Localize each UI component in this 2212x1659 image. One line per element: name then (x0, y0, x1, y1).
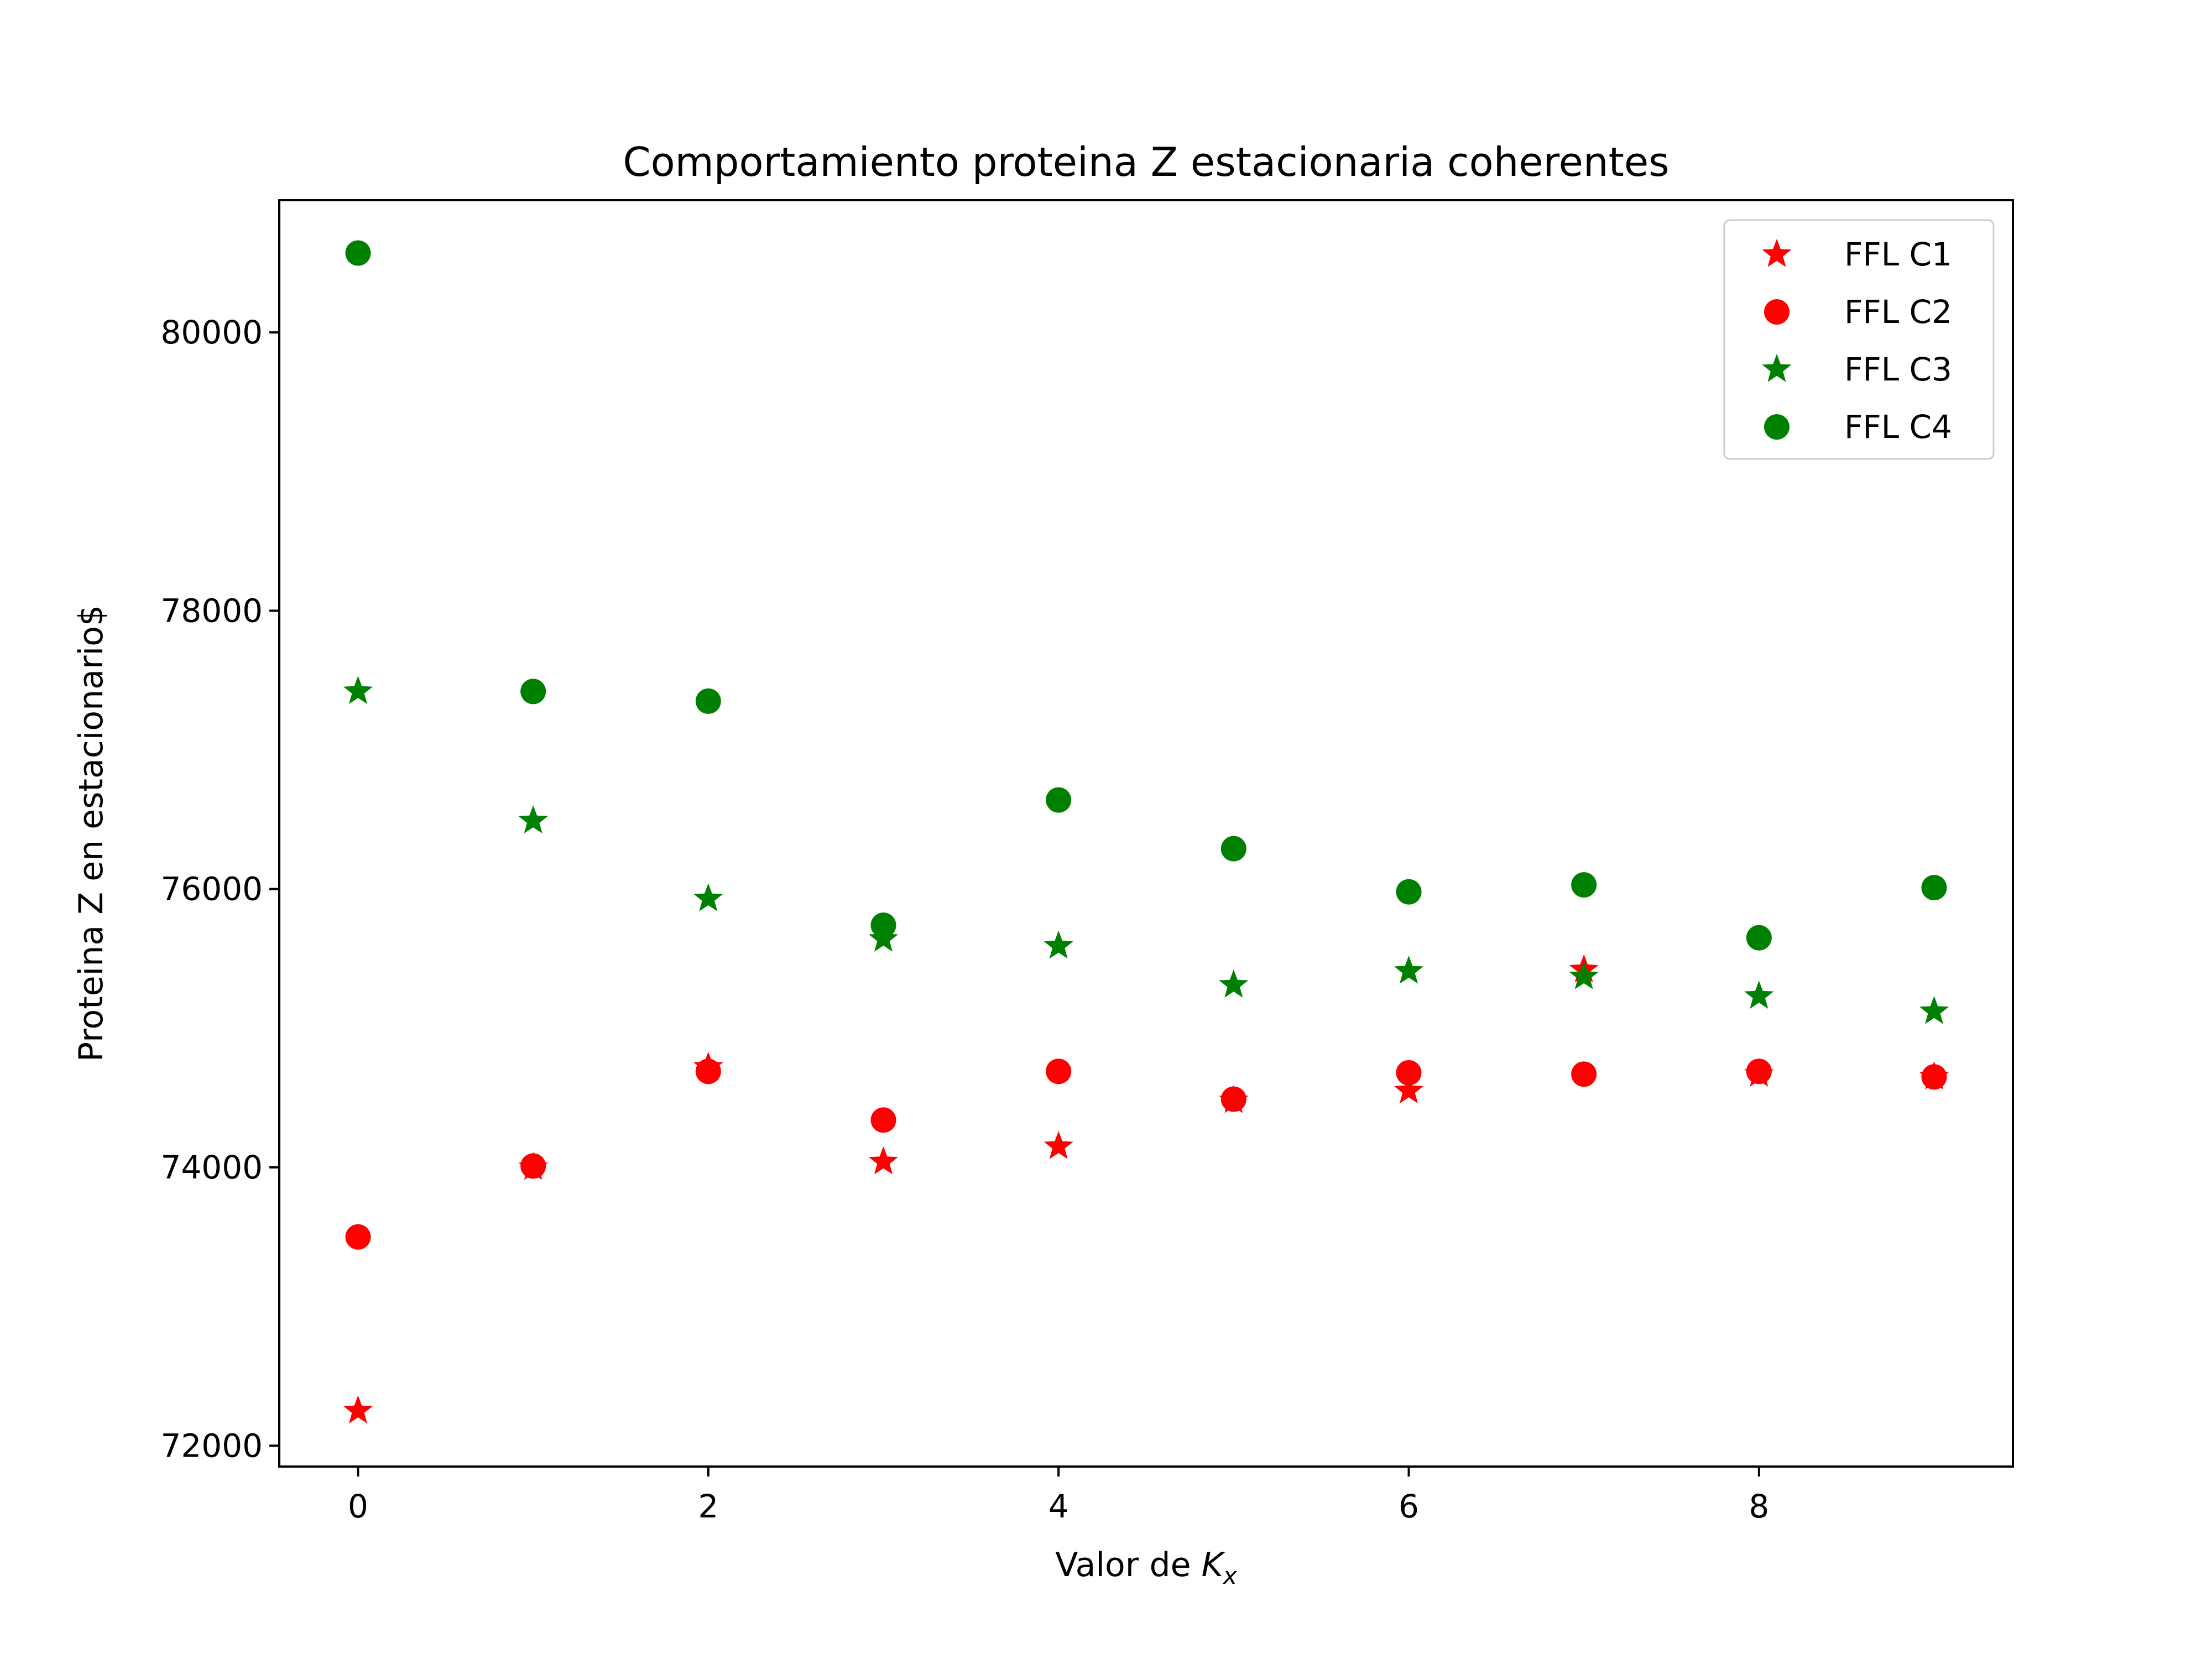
star-point (1919, 996, 1949, 1024)
x-tick-label: 0 (348, 1488, 368, 1525)
star-point (518, 805, 548, 833)
star-point (693, 883, 723, 911)
x-tick-label: 6 (1399, 1488, 1419, 1525)
circle-point (1571, 1061, 1597, 1087)
legend-marker (1764, 299, 1790, 325)
circle-point (1220, 1086, 1246, 1112)
x-tick-label: 4 (1048, 1488, 1069, 1525)
legend: FFL C1 FFL C2 FFL C3 FFL C4 (1723, 219, 1995, 460)
series-ffl-c1 (343, 954, 1949, 1423)
y-tick-label: 76000 (160, 870, 263, 908)
circle-point (695, 688, 721, 714)
y-tick-label: 80000 (160, 314, 263, 351)
data-points (343, 240, 1949, 1423)
series-ffl-c4 (345, 240, 1947, 951)
circle-point (1571, 872, 1597, 898)
circle-point (345, 1224, 371, 1250)
circle-point (1746, 925, 1772, 951)
star-point (1394, 1075, 1424, 1104)
circle-point (1220, 836, 1246, 862)
legend-marker (1764, 414, 1790, 440)
circle-point (1396, 879, 1422, 905)
chart-title: Comportamiento proteina Z estacionaria c… (623, 139, 1669, 185)
circle-point (870, 1107, 896, 1133)
y-tick-label: 72000 (160, 1427, 263, 1464)
legend-label: FFL C3 (1844, 351, 1952, 388)
legend-marker (1762, 354, 1792, 382)
circle-point (695, 1058, 721, 1084)
x-axis-label-variable: K (1202, 1546, 1226, 1584)
x-axis-label-subscript: x (1222, 1562, 1238, 1589)
legend-label: FFL C4 (1844, 408, 1952, 446)
y-tick-label: 74000 (160, 1149, 263, 1186)
star-point (343, 676, 373, 704)
star-point (1394, 956, 1424, 984)
circle-point (870, 912, 896, 938)
axis-ticks: 0 2 4 6 8 72000 74000 76000 78000 80000 (160, 314, 1769, 1525)
y-tick-label: 78000 (160, 592, 263, 629)
circle-point (1396, 1060, 1422, 1086)
y-axis-label-group: Proteina Z en estacionario$ (72, 605, 111, 1062)
legend-label: FFL C2 (1844, 293, 1952, 331)
star-point (1044, 1131, 1073, 1159)
star-point (1744, 980, 1774, 1009)
legend-marker (1762, 239, 1792, 267)
legend-label: FFL C1 (1844, 236, 1952, 273)
star-point (1569, 961, 1599, 989)
star-point (1044, 930, 1073, 959)
circle-point (1046, 787, 1072, 813)
circle-point (1921, 875, 1947, 901)
circle-point (520, 679, 546, 705)
circle-point (1746, 1058, 1772, 1084)
plot-area-frame (278, 199, 2014, 1468)
x-axis-label-prefix: Valor de (1055, 1546, 1201, 1584)
circle-point (1046, 1058, 1072, 1084)
circle-point (520, 1153, 546, 1179)
x-tick-label: 8 (1749, 1488, 1769, 1525)
star-point (343, 1395, 373, 1423)
star-point (868, 1146, 899, 1175)
y-axis-label: Proteina Z en estacionario$ (72, 605, 111, 1062)
circle-point (345, 240, 371, 266)
series-ffl-c3 (343, 676, 1949, 1024)
x-axis-label: Valor de Kx (1055, 1546, 1238, 1589)
series-ffl-c2 (345, 1058, 1947, 1250)
circle-point (1921, 1064, 1947, 1090)
legend-box (1723, 219, 1995, 460)
x-tick-label: 2 (698, 1488, 718, 1525)
star-point (1219, 969, 1249, 998)
